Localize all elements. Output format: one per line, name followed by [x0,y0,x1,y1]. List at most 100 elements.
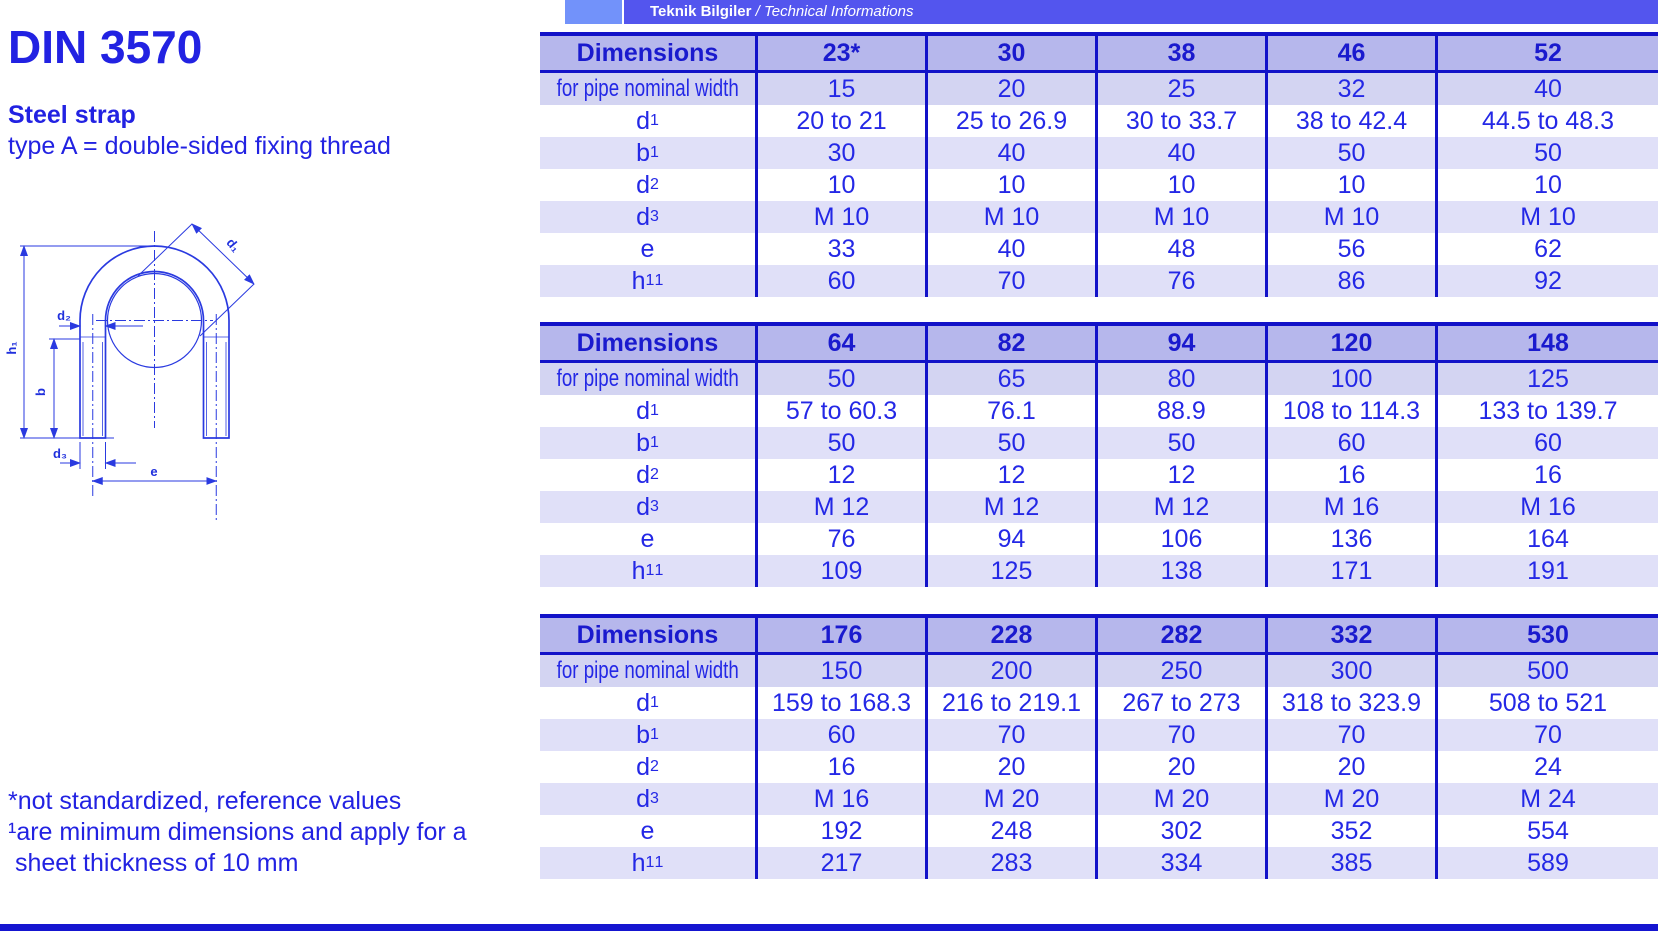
table-row: for pipe nominal width 15 20 25 32 40 [540,73,1658,105]
value-cell: 20 [925,751,1095,783]
row-label: e [640,816,655,845]
value-cell: 38 to 42.4 [1265,105,1435,137]
footnotes: *not standardized, reference values ¹are… [8,786,467,879]
value-cell: 106 [1095,523,1265,555]
value-cell: 302 [1095,815,1265,847]
footnote-asterisk: *not standardized, reference values [8,787,402,815]
value-cell: 171 [1265,555,1435,587]
value-cell: 50 [1435,137,1658,169]
dimension-b [49,338,80,439]
value-cell: 300 [1265,655,1435,687]
value-cell: 109 [755,555,925,587]
value-cell: 60 [1265,427,1435,459]
value-cell: M 24 [1435,783,1658,815]
value-cell: 200 [925,655,1095,687]
value-cell: 508 to 521 [1435,687,1658,719]
table-row: e 76 94 106 136 164 [540,523,1658,555]
value-cell: 25 [1095,73,1265,105]
table-row: d 2 16 20 20 20 24 [540,751,1658,783]
bottom-rule [0,924,1658,931]
value-cell: 216 to 219.1 [925,687,1095,719]
table-row: for pipe nominal width 150 200 250 300 500 [540,655,1658,687]
value-cell: 32 [1265,73,1435,105]
dimensions-table-3: Dimensions 176 228 282 332 530 for pipe nomina… [540,614,1658,879]
value-cell: 250 [1095,655,1265,687]
value-cell: 133 to 139.7 [1435,395,1658,427]
value-cell: 40 [925,137,1095,169]
value-cell: 70 [1265,719,1435,751]
table-row: d 1 20 to 21 25 to 26.9 30 to 33.7 38 to 42.4… [540,105,1658,137]
table-row: d 1 57 to 60.3 76.1 88.9 108 to 114.3 133 to 1… [540,395,1658,427]
value-cell: 60 [755,719,925,751]
value-cell: 50 [1095,427,1265,459]
value-cell: 76 [755,523,925,555]
value-cell: M 20 [1095,783,1265,815]
column-header: 46 [1265,36,1435,70]
value-cell: 80 [1095,363,1265,395]
dimension-d1 [137,223,255,337]
label-h1: h₁ [4,341,19,354]
value-cell: M 10 [1265,201,1435,233]
column-header: 23* [755,36,925,70]
value-cell: 108 to 114.3 [1265,395,1435,427]
column-header: 282 [1095,618,1265,652]
value-cell: M 12 [755,491,925,523]
value-cell: 76.1 [925,395,1095,427]
value-cell: 385 [1265,847,1435,879]
row-label: for pipe nominal width [556,365,739,392]
value-cell: 136 [1265,523,1435,555]
label-b: b [33,388,48,396]
value-cell: 10 [1095,169,1265,201]
table-row: e 192 248 302 352 554 [540,815,1658,847]
value-cell: 554 [1435,815,1658,847]
table-row: for pipe nominal width 50 65 80 100 125 [540,363,1658,395]
value-cell: 334 [1095,847,1265,879]
value-cell: 20 to 21 [755,105,925,137]
value-cell: 138 [1095,555,1265,587]
dimension-h1 [20,245,154,439]
table-row: h 1 1 109 125 138 171 191 [540,555,1658,587]
value-cell: M 16 [1265,491,1435,523]
value-cell: 76 [1095,265,1265,297]
value-cell: 15 [755,73,925,105]
value-cell: 217 [755,847,925,879]
column-header: 120 [1265,326,1435,360]
value-cell: 88.9 [1095,395,1265,427]
value-cell: 10 [1435,169,1658,201]
value-cell: 56 [1265,233,1435,265]
value-cell: 40 [1435,73,1658,105]
value-cell: 248 [925,815,1095,847]
value-cell: 40 [925,233,1095,265]
value-cell: 159 to 168.3 [755,687,925,719]
row-label: for pipe nominal width [556,75,739,102]
row-label: e [640,234,655,263]
value-cell: 10 [1265,169,1435,201]
footnote-one-b: sheet thickness of 10 mm [8,849,299,877]
value-cell: 65 [925,363,1095,395]
column-header: 82 [925,326,1095,360]
dimensions-table-2: Dimensions 64 82 94 120 148 for pipe nominal w… [540,322,1658,587]
table-header-row: Dimensions 176 228 282 332 530 [540,618,1658,655]
value-cell: 192 [755,815,925,847]
thread-lines [80,336,229,436]
value-cell: 283 [925,847,1095,879]
value-cell: 10 [925,169,1095,201]
header-bar-title-tr: Teknik Bilgiler [650,3,752,20]
value-cell: 70 [1095,719,1265,751]
column-header-dimensions: Dimensions [576,328,719,357]
value-cell: 150 [755,655,925,687]
table-header-row: Dimensions 23* 30 38 46 52 [540,36,1658,73]
value-cell: M 20 [925,783,1095,815]
table-row: h 1 1 60 70 76 86 92 [540,265,1658,297]
value-cell: 25 to 26.9 [925,105,1095,137]
column-header: 176 [755,618,925,652]
